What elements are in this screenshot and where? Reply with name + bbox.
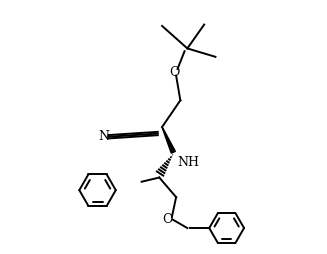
Text: O: O <box>163 213 173 226</box>
Text: NH: NH <box>178 156 199 169</box>
Text: N: N <box>98 130 109 143</box>
Text: O: O <box>169 66 180 79</box>
Polygon shape <box>162 127 175 153</box>
